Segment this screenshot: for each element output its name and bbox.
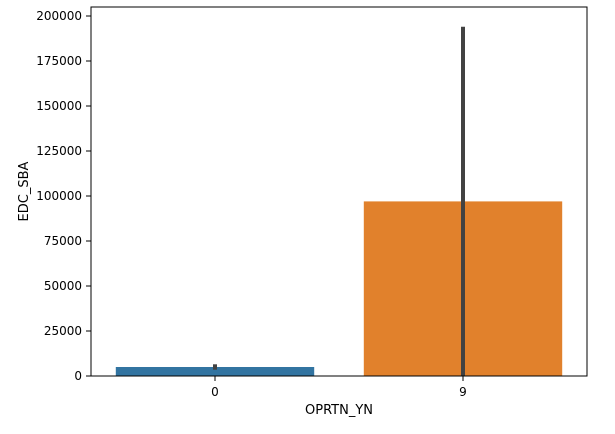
- y-ticks-layer: 0 25000 50000 75000 100000 125000 150000 175000…: [36, 9, 91, 383]
- bar-0: [115, 367, 315, 376]
- x-axis-label: OPRTN_YN: [305, 403, 373, 418]
- y-tick-label: 200000: [36, 9, 82, 23]
- y-tick-label: 0: [74, 369, 82, 383]
- x-tick-label: 9: [459, 385, 467, 399]
- y-tick-label: 75000: [44, 234, 82, 248]
- y-tick-label: 125000: [36, 144, 82, 158]
- axes-layer: [90, 6, 588, 377]
- y-tick-label: 175000: [36, 54, 82, 68]
- y-tick-label: 25000: [44, 324, 82, 338]
- y-tick-label: 150000: [36, 99, 82, 113]
- x-tick-label: 0: [211, 385, 219, 399]
- y-tick-label: 50000: [44, 279, 82, 293]
- bars-layer: [115, 201, 563, 376]
- error-bars-layer: [213, 26, 465, 376]
- plot-frame: [90, 6, 588, 377]
- y-axis-label: EDC_SBA: [17, 161, 32, 221]
- y-tick-label: 100000: [36, 189, 82, 203]
